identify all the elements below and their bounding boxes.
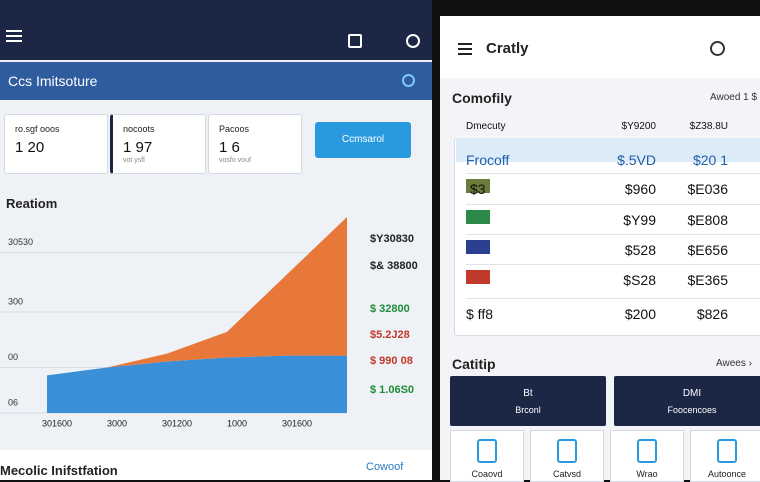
cell: $ ff8 — [466, 306, 493, 322]
cell: $E656 — [687, 242, 728, 258]
chart: 06 00 300 30530 301600 3000 301200 1000 301600 $Y… — [0, 216, 418, 428]
footer: Mecolic Inifstfation Cowoof — [0, 450, 432, 480]
stat-card: ro.sgf ooos 1 20 — [4, 114, 108, 174]
action-button[interactable]: Autoonce — [690, 430, 760, 482]
icon[interactable] — [402, 74, 415, 87]
button-label: Coaovd — [471, 469, 503, 479]
section-title: Catitip — [452, 356, 496, 372]
x-tick-label: 301200 — [162, 418, 192, 428]
x-tick-label: 3000 — [107, 418, 127, 428]
section-link[interactable]: Awees › — [716, 358, 752, 369]
cell: $Z38.8U — [689, 121, 728, 132]
cell: $E036 — [687, 181, 728, 197]
flag — [466, 270, 490, 284]
cell: $E808 — [687, 212, 728, 228]
icon[interactable] — [406, 34, 420, 48]
x-tick-label: 301600 — [42, 418, 72, 428]
link[interactable]: Cowoof — [366, 461, 404, 473]
cell: $Y99 — [623, 212, 656, 228]
footer-title: Mecolic Inifstfation — [0, 463, 118, 478]
row-divider — [466, 298, 760, 299]
side-label: $& 38800 — [370, 260, 418, 272]
cell: $960 — [624, 181, 656, 197]
area — [47, 355, 347, 413]
icon[interactable] — [348, 34, 362, 48]
button-label: Catvsd — [552, 469, 581, 479]
app-title: Cratly — [486, 40, 529, 57]
table-card — [454, 138, 760, 336]
action-button[interactable]: Wrao — [610, 430, 684, 482]
card-sub: Foocencoes — [667, 405, 717, 415]
side-label: $ 990 08 — [370, 355, 413, 367]
row-divider — [466, 234, 760, 235]
app-bar: Cratly — [440, 16, 760, 78]
icon — [717, 439, 737, 463]
left-screen: Ccs Imitsoture ro.sgf ooos 1 20 nocoots 1 9… — [0, 0, 432, 480]
app-bar — [0, 0, 432, 60]
section-link[interactable]: Awoed 1 $ — [710, 92, 758, 103]
side-label: $ 32800 — [370, 303, 410, 315]
action-button[interactable]: Coaovd — [450, 430, 524, 482]
y-tick-label: 06 — [8, 397, 18, 407]
cell: Dmecuty — [466, 121, 506, 132]
section-title: Comofily — [452, 90, 512, 106]
stat-label: nocoots — [123, 124, 155, 134]
stat-sub: vosfo vouf — [219, 157, 251, 164]
side-label: $Y30830 — [370, 233, 414, 245]
y-tick-label: 30530 — [8, 237, 33, 247]
cell: $E365 — [687, 272, 728, 288]
cell: $3 — [470, 181, 486, 197]
search-icon[interactable] — [710, 41, 725, 56]
cell: $826 — [696, 306, 728, 322]
cell: $.5VD — [617, 152, 656, 168]
highlight-row — [456, 138, 760, 162]
stat-card: nocoots 1 97 vot ysfl — [110, 114, 206, 174]
button[interactable]: Ccmsarol — [315, 122, 411, 158]
banner: Ccs Imitsoture — [0, 62, 432, 100]
card-title: Bt — [523, 388, 533, 399]
stat-label: Pacoos — [219, 124, 250, 134]
stat-value: 1 20 — [15, 139, 45, 156]
button-label: Wrao — [636, 469, 658, 479]
card-title: DMI — [682, 388, 702, 399]
side-label: $5.2J28 — [370, 329, 410, 341]
cell: $200 — [624, 306, 656, 322]
button-label: Autoonce — [707, 469, 747, 479]
icon — [637, 439, 657, 463]
icon — [477, 439, 497, 463]
flag — [466, 240, 490, 254]
stat-sub: vot ysfl — [123, 157, 145, 164]
y-tick-label: 00 — [8, 352, 18, 362]
flag — [466, 210, 490, 224]
right-screen: Cratly Comofily Awoed 1 $ Dmecuty $Y9200 $… — [440, 16, 760, 482]
action-button[interactable]: Catvsd — [530, 430, 604, 482]
stat-card: Pacoos 1 6 vosfo vouf — [208, 114, 302, 174]
card-sub: Brconl — [515, 405, 541, 415]
side-label: $ 1.06S0 — [370, 384, 414, 396]
row-divider — [466, 264, 760, 265]
area — [47, 216, 347, 376]
nav-card[interactable]: Bt Brconl — [450, 376, 606, 426]
flag — [466, 179, 490, 193]
y-tick-label: 300 — [8, 296, 23, 306]
banner-title: Ccs Imitsoture — [8, 73, 98, 89]
cell: Frocoff — [466, 152, 510, 168]
row-divider — [466, 204, 760, 205]
cell: $Y9200 — [621, 121, 656, 132]
icon — [557, 439, 577, 463]
stat-label: ro.sgf ooos — [15, 124, 60, 134]
menu-icon[interactable] — [458, 43, 472, 45]
stat-value: 1 97 — [123, 139, 153, 156]
menu-icon[interactable] — [6, 30, 22, 32]
cell: $20 1 — [692, 152, 728, 168]
nav-card[interactable]: DMI Foocencoes — [614, 376, 760, 426]
stat-value: 1 6 — [219, 139, 240, 156]
cell: $528 — [624, 242, 656, 258]
section-title: Reatiom — [6, 196, 58, 211]
x-tick-label: 301600 — [282, 418, 312, 428]
row-divider — [466, 173, 760, 174]
x-tick-label: 1000 — [227, 418, 247, 428]
cell: $S28 — [623, 272, 656, 288]
